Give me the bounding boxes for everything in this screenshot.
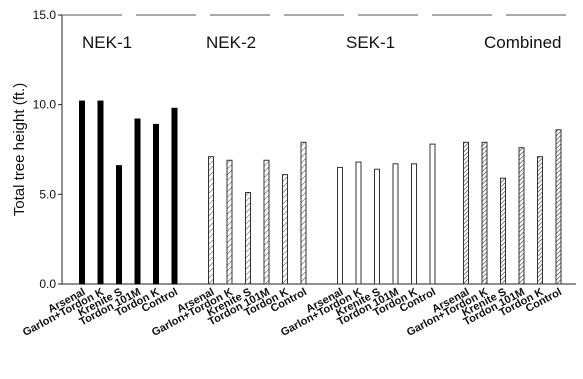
bar [481, 141, 488, 285]
bar [171, 107, 178, 285]
bar [245, 192, 251, 285]
bar [429, 143, 436, 285]
bar [226, 159, 233, 285]
bar [116, 165, 122, 285]
panel-title: SEK-1 [346, 33, 395, 52]
y-tick-label: 5.0 [39, 187, 56, 201]
bar [411, 163, 417, 285]
y-tick-label: 10.0 [33, 98, 57, 112]
bar [134, 118, 141, 285]
bar [374, 168, 380, 285]
bar [463, 141, 469, 285]
y-tick-label: 15.0 [33, 8, 57, 22]
panel-title: NEK-1 [82, 33, 132, 52]
bar [208, 156, 214, 285]
bar [97, 100, 104, 285]
bar [537, 156, 543, 285]
bar [555, 129, 562, 285]
bar [355, 161, 362, 285]
y-tick-label: 0.0 [39, 277, 56, 291]
panel-title: NEK-2 [206, 33, 256, 52]
bars [79, 100, 562, 285]
bar [392, 163, 399, 285]
bar [300, 141, 307, 285]
bar [518, 147, 525, 285]
panel-title: Combined [484, 33, 562, 52]
y-axis-label: Total tree height (ft.) [11, 83, 28, 216]
bar [500, 177, 506, 285]
bar [337, 166, 343, 285]
bar [153, 123, 159, 285]
bar [263, 159, 270, 285]
bar [282, 174, 288, 285]
bar [79, 100, 85, 285]
axes [58, 14, 576, 285]
labels: 0.0 5.0 10.0 15.0 Total tree height (ft.) NEK… [11, 8, 564, 339]
